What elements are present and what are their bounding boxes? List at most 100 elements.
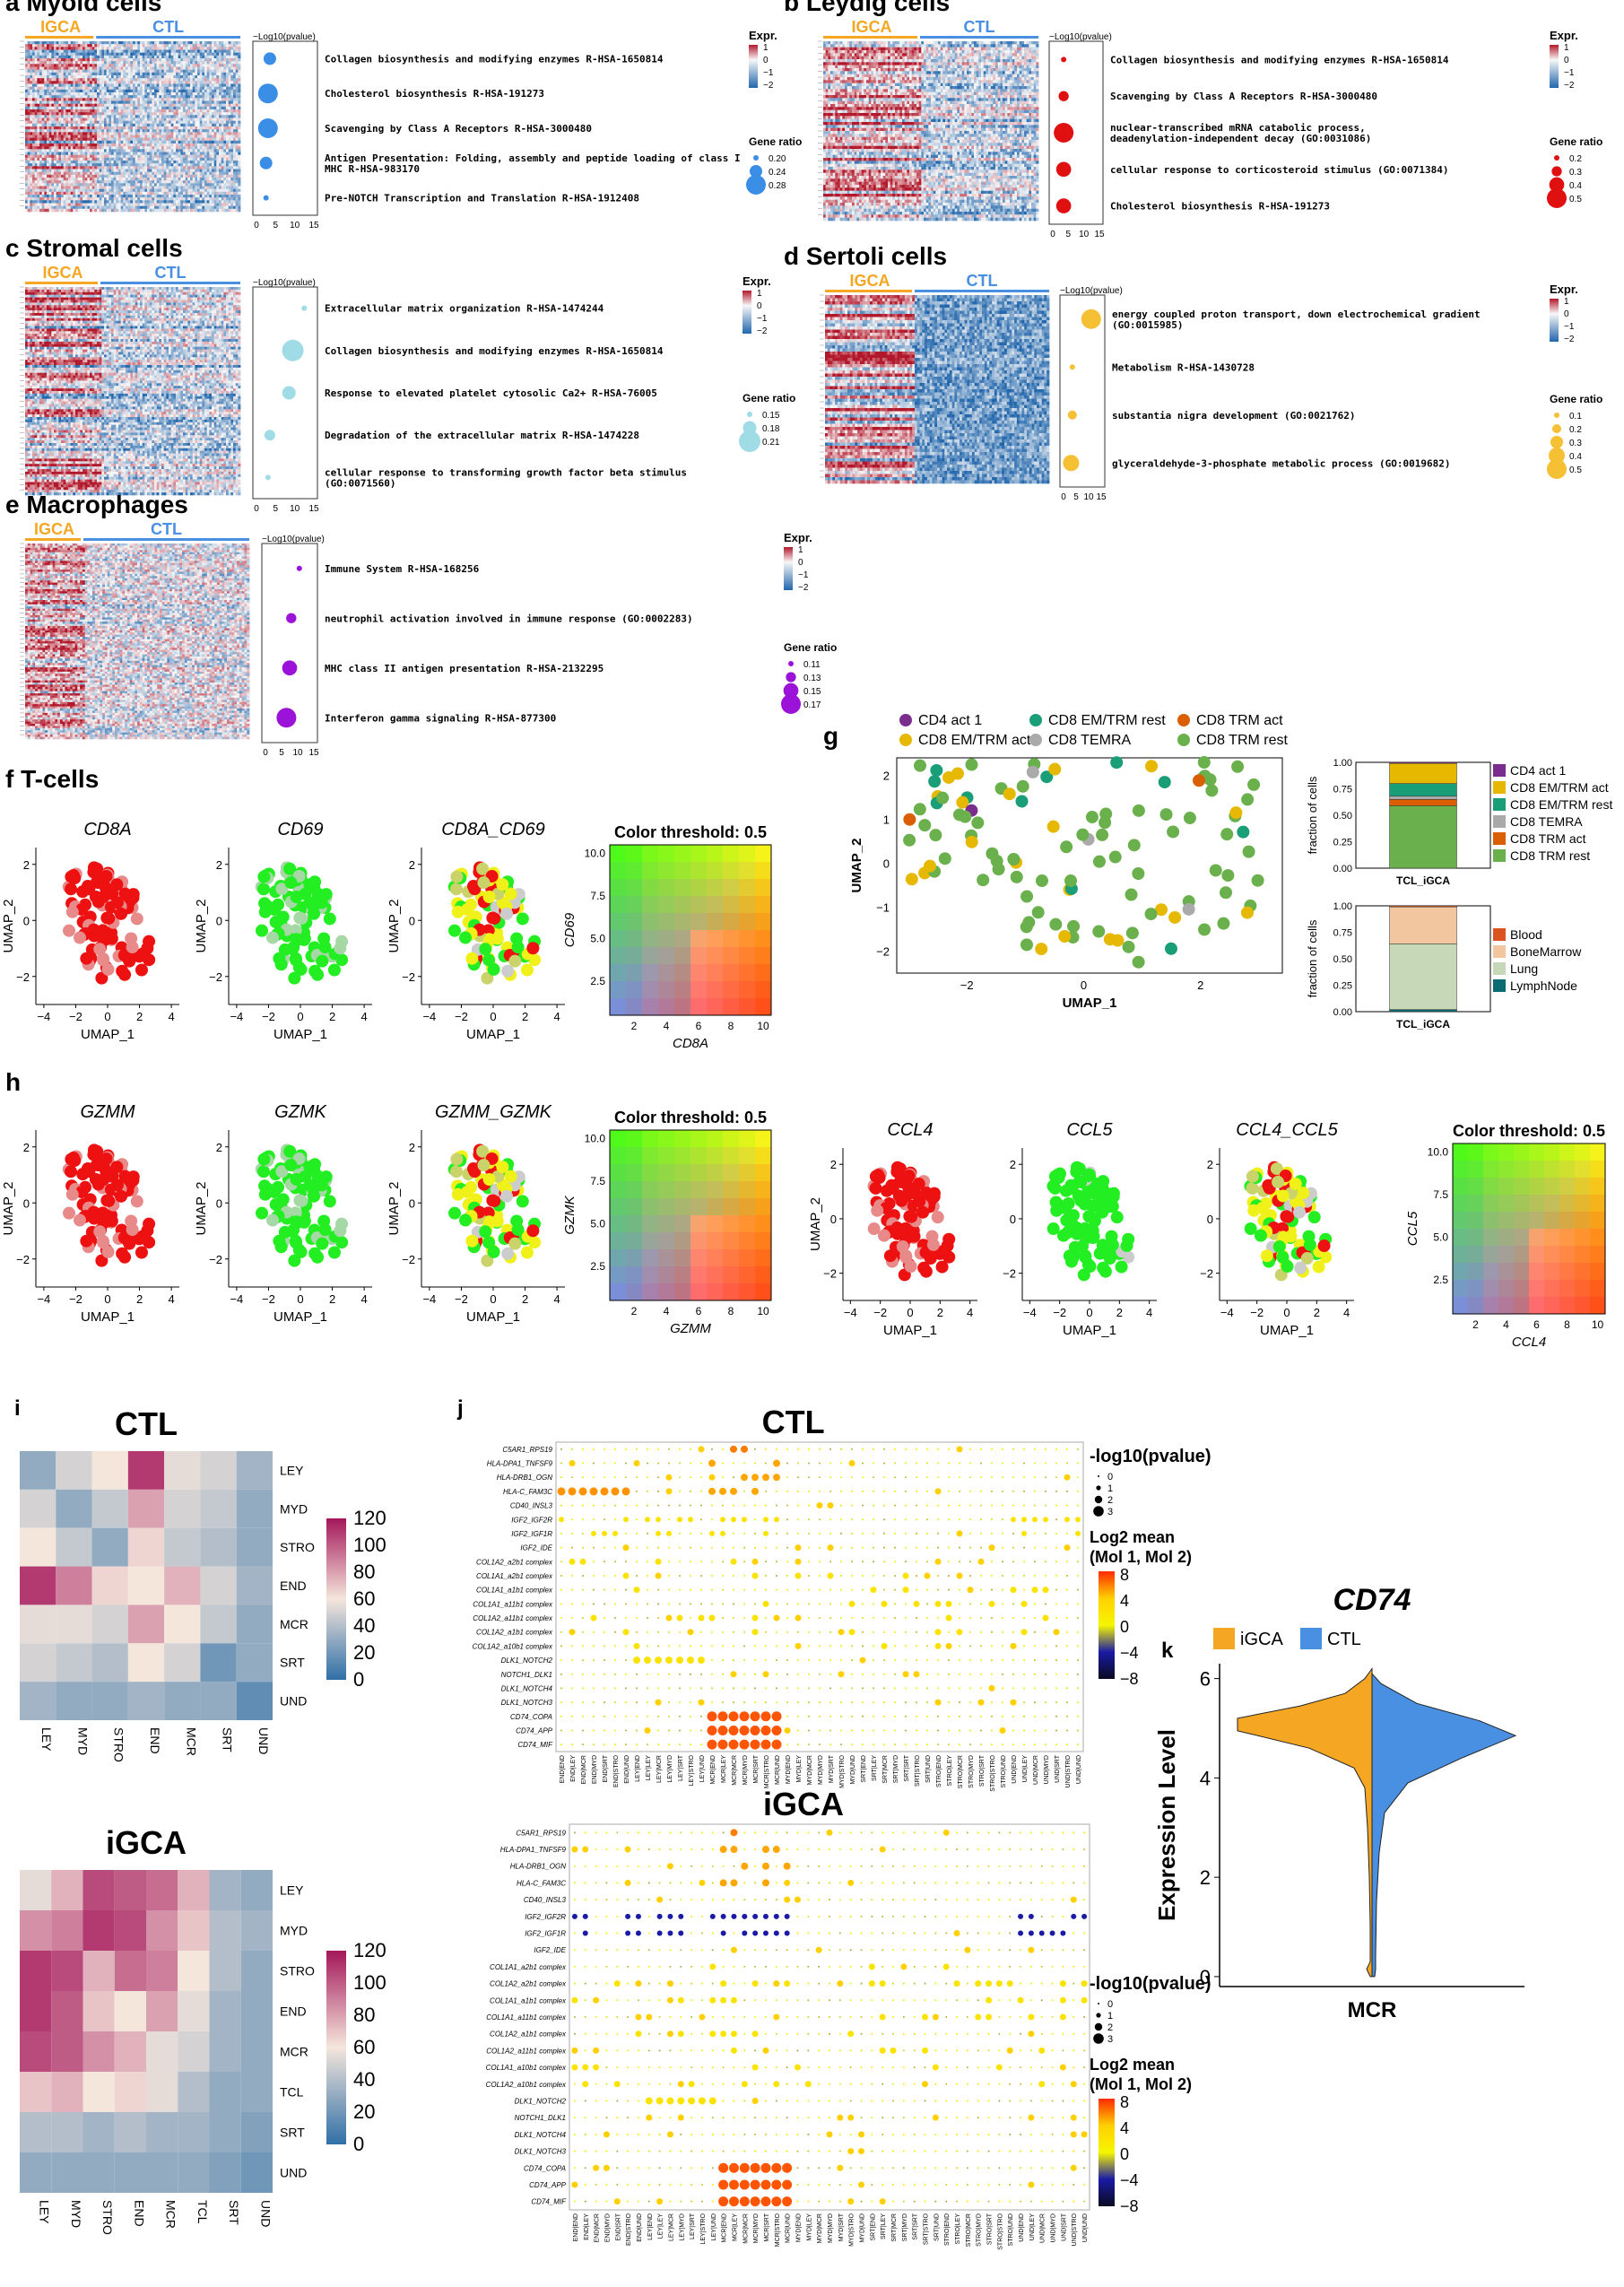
heat-cell bbox=[233, 58, 236, 62]
heat-cell bbox=[169, 73, 171, 76]
heat-cell bbox=[25, 58, 28, 62]
heat-cell bbox=[173, 67, 176, 71]
heat-cell bbox=[223, 70, 226, 74]
heat-cell bbox=[147, 73, 150, 76]
heat-cell bbox=[133, 47, 135, 50]
heat-cell bbox=[68, 67, 71, 71]
heat-cell bbox=[123, 44, 126, 48]
heat-cell bbox=[230, 44, 233, 48]
heat-cell bbox=[144, 56, 147, 59]
heat-cell bbox=[126, 50, 128, 54]
heat-cell bbox=[75, 53, 78, 57]
heat-cell bbox=[183, 44, 186, 48]
heat-cell bbox=[209, 41, 212, 45]
heat-cell bbox=[39, 56, 42, 59]
heat-cell bbox=[44, 61, 47, 65]
heat-cell bbox=[83, 41, 85, 45]
heat-cell bbox=[25, 47, 28, 50]
heat-cell bbox=[37, 75, 39, 79]
heat-cell bbox=[223, 58, 226, 62]
heat-cell bbox=[223, 44, 226, 48]
heat-cell bbox=[147, 61, 150, 65]
heat-cell bbox=[118, 64, 121, 67]
heat-cell bbox=[51, 70, 54, 74]
heat-cell bbox=[30, 53, 32, 57]
heat-cell bbox=[68, 41, 71, 45]
heat-cell bbox=[183, 67, 186, 71]
heat-cell bbox=[154, 64, 157, 67]
heat-cell bbox=[118, 41, 121, 45]
heat-cell bbox=[230, 56, 233, 59]
heat-cell bbox=[32, 70, 35, 74]
heat-cell bbox=[90, 50, 92, 54]
heat-cell bbox=[204, 50, 207, 54]
heat-cell bbox=[68, 56, 71, 59]
heat-cell bbox=[137, 61, 140, 65]
heat-cell bbox=[104, 47, 107, 50]
heat-cell bbox=[130, 64, 133, 67]
heat-cell bbox=[58, 73, 61, 76]
heat-cell bbox=[147, 44, 150, 48]
heat-cell bbox=[238, 67, 240, 71]
heat-cell bbox=[101, 61, 104, 65]
heat-cell bbox=[97, 67, 100, 71]
heat-cell bbox=[37, 53, 39, 57]
heat-cell bbox=[176, 53, 178, 57]
heat-cell bbox=[183, 47, 186, 50]
heat-cell bbox=[111, 53, 114, 57]
heat-cell bbox=[44, 56, 47, 59]
heat-cell bbox=[219, 56, 221, 59]
heat-cell bbox=[187, 50, 190, 54]
heat-cell bbox=[159, 73, 161, 76]
heat-cell bbox=[187, 70, 190, 74]
heat-cell bbox=[238, 53, 240, 57]
heat-cell bbox=[90, 61, 92, 65]
heat-cell bbox=[39, 67, 42, 71]
heat-cell bbox=[154, 67, 157, 71]
heat-cell bbox=[61, 75, 64, 79]
heat-cell bbox=[161, 70, 164, 74]
heat-cell bbox=[130, 70, 133, 74]
heat-cell bbox=[187, 56, 190, 59]
heat-cell bbox=[90, 56, 92, 59]
heat-cell bbox=[195, 58, 197, 62]
heat-cell bbox=[195, 56, 197, 59]
heat-cell bbox=[130, 75, 133, 79]
heat-cell bbox=[137, 67, 140, 71]
heat-cell bbox=[94, 64, 97, 67]
heat-cell bbox=[65, 73, 68, 76]
heat-cell bbox=[116, 64, 118, 67]
heat-cell bbox=[90, 44, 92, 48]
heat-cell bbox=[30, 50, 32, 54]
heat-cell bbox=[195, 50, 197, 54]
heat-cell bbox=[226, 61, 229, 65]
heat-cell bbox=[204, 70, 207, 74]
heat-cell bbox=[173, 61, 176, 65]
heat-cell bbox=[152, 44, 154, 48]
heat-cell bbox=[197, 58, 200, 62]
heat-cell bbox=[233, 61, 236, 65]
heat-cell bbox=[204, 61, 207, 65]
heat-cell bbox=[32, 47, 35, 50]
heat-cell bbox=[32, 75, 35, 79]
heat-cell bbox=[25, 44, 28, 48]
heat-cell bbox=[223, 64, 226, 67]
heat-cell bbox=[104, 75, 107, 79]
heat-cell bbox=[212, 58, 214, 62]
heat-cell bbox=[51, 41, 54, 45]
heat-cell bbox=[80, 47, 83, 50]
heat-cell bbox=[97, 70, 100, 74]
heat-cell bbox=[32, 64, 35, 67]
heat-cell bbox=[37, 44, 39, 48]
heat-cell bbox=[154, 41, 157, 45]
heat-cell bbox=[94, 58, 97, 62]
heat-cell bbox=[94, 61, 97, 65]
heat-cell bbox=[140, 64, 143, 67]
heat-cell bbox=[233, 41, 236, 45]
heat-cell bbox=[159, 61, 161, 65]
heat-cell bbox=[39, 44, 42, 48]
heat-cell bbox=[54, 70, 56, 74]
heat-cell bbox=[73, 75, 75, 79]
heat-cell bbox=[173, 73, 176, 76]
heat-cell bbox=[212, 67, 214, 71]
